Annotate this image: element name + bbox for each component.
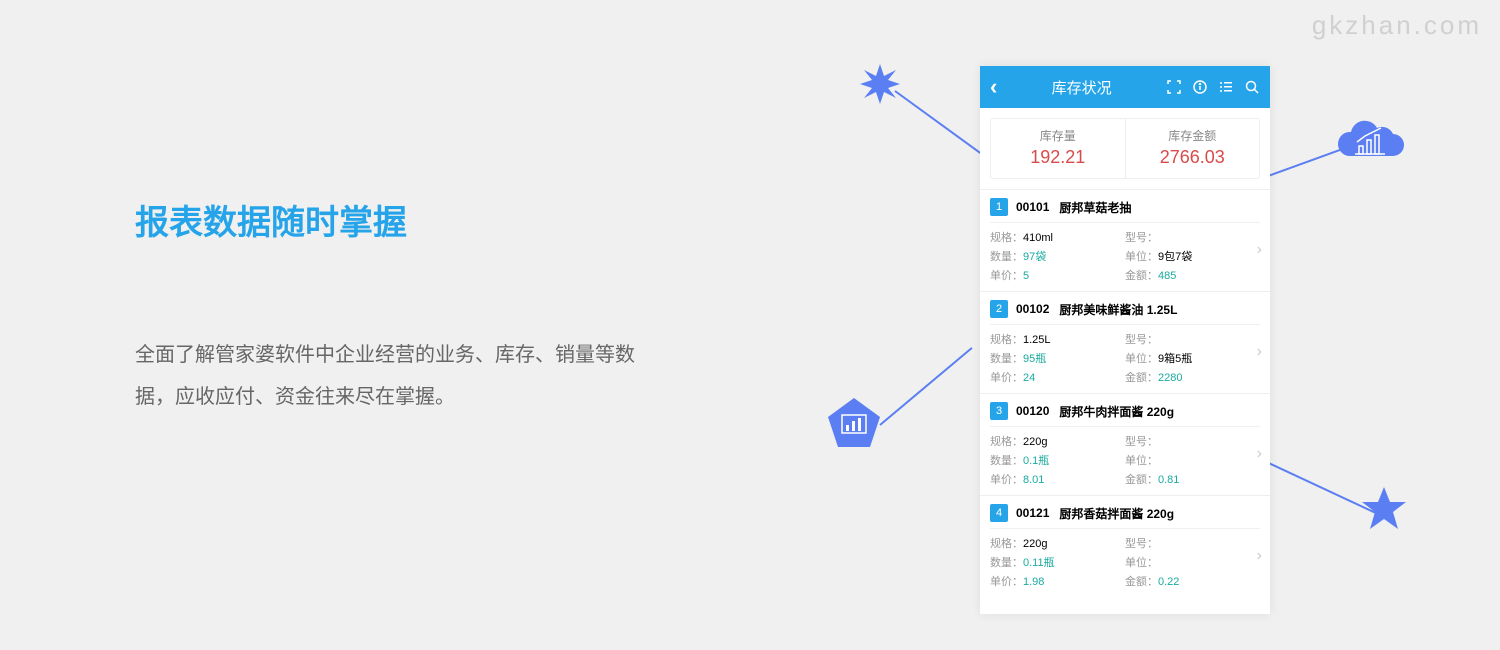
inventory-list: 1 00101 厨邦草菇老抽规格：410ml型号：数量：97袋单位：9包7袋单价：5… <box>980 189 1270 597</box>
inventory-item[interactable]: 1 00101 厨邦草菇老抽规格：410ml型号：数量：97袋单位：9包7袋单价：5… <box>980 189 1270 291</box>
item-number-badge: 3 <box>990 402 1008 420</box>
item-name: 厨邦香菇拌面酱 220g <box>1059 505 1174 522</box>
connector-line <box>894 90 984 156</box>
marketing-text: 报表数据随时掌握 全面了解管家婆软件中企业经营的业务、库存、销量等数据，应收应付… <box>135 195 635 418</box>
item-details: 规格：220g型号：数量：0.11瓶单位：单价：1.98金额：0.22 <box>990 535 1260 589</box>
item-header: 1 00101 厨邦草菇老抽 <box>990 190 1260 223</box>
summary-value: 2766.03 <box>1126 147 1260 168</box>
description: 全面了解管家婆软件中企业经营的业务、库存、销量等数据，应收应付、资金往来尽在掌握… <box>135 334 635 418</box>
inventory-item[interactable]: 4 00121 厨邦香菇拌面酱 220g 规格：220g型号：数量：0.11瓶单位：单… <box>980 495 1270 597</box>
item-code: 00102 <box>1016 302 1049 316</box>
search-icon[interactable] <box>1244 79 1260 95</box>
info-icon[interactable] <box>1192 79 1208 95</box>
chevron-right-icon: › <box>1257 241 1262 259</box>
cloud-chart-icon <box>1335 118 1407 174</box>
item-number-badge: 2 <box>990 300 1008 318</box>
summary-label: 库存金额 <box>1126 127 1260 144</box>
item-name: 厨邦牛肉拌面酱 220g <box>1059 403 1174 420</box>
page-title: 库存状况 <box>997 77 1166 98</box>
item-details: 规格：220g型号：数量：0.1瓶单位：单价：8.01金额：0.81 <box>990 433 1260 487</box>
item-number-badge: 4 <box>990 504 1008 522</box>
app-header: ‹ 库存状况 <box>980 66 1270 108</box>
headline: 报表数据随时掌握 <box>135 195 635 244</box>
chevron-right-icon: › <box>1257 547 1262 565</box>
item-name: 厨邦草菇老抽 <box>1059 199 1131 216</box>
item-code: 00120 <box>1016 404 1049 418</box>
item-details: 规格：410ml型号：数量：97袋单位：9包7袋单价：5金额：485 <box>990 229 1260 283</box>
item-details: 规格：1.25L型号：数量：95瓶单位：9箱5瓶单价：24金额：2280 <box>990 331 1260 385</box>
inventory-item[interactable]: 2 00102 厨邦美味鲜酱油 1.25L 规格：1.25L型号：数量：95瓶单位：9… <box>980 291 1270 393</box>
item-code: 00121 <box>1016 506 1049 520</box>
summary-stock-qty: 库存量 192.21 <box>991 119 1126 178</box>
back-button[interactable]: ‹ <box>990 74 997 100</box>
item-code: 00101 <box>1016 200 1049 214</box>
watermark: gkzhan.com <box>1312 10 1482 41</box>
list-icon[interactable] <box>1218 79 1234 95</box>
star-icon <box>1360 485 1408 533</box>
chevron-right-icon: › <box>1257 445 1262 463</box>
chevron-right-icon: › <box>1257 343 1262 361</box>
item-number-badge: 1 <box>990 198 1008 216</box>
item-header: 4 00121 厨邦香菇拌面酱 220g <box>990 496 1260 529</box>
item-name: 厨邦美味鲜酱油 1.25L <box>1059 301 1177 318</box>
summary-stock-amount: 库存金额 2766.03 <box>1126 119 1260 178</box>
item-header: 2 00102 厨邦美味鲜酱油 1.25L <box>990 292 1260 325</box>
item-header: 3 00120 厨邦牛肉拌面酱 220g <box>990 394 1260 427</box>
burst-icon <box>858 62 902 106</box>
header-actions <box>1166 79 1260 95</box>
summary-value: 192.21 <box>991 147 1125 168</box>
pentagon-chart-icon <box>825 395 883 453</box>
connector-line <box>879 347 972 426</box>
phone-mockup: ‹ 库存状况 库存量 192.21 库存金额 2766.03 1 00101 厨邦草… <box>980 66 1270 614</box>
inventory-item[interactable]: 3 00120 厨邦牛肉拌面酱 220g 规格：220g型号：数量：0.1瓶单位：单价… <box>980 393 1270 495</box>
summary-label: 库存量 <box>991 127 1125 144</box>
scan-icon[interactable] <box>1166 79 1182 95</box>
summary-card: 库存量 192.21 库存金额 2766.03 <box>990 118 1260 179</box>
